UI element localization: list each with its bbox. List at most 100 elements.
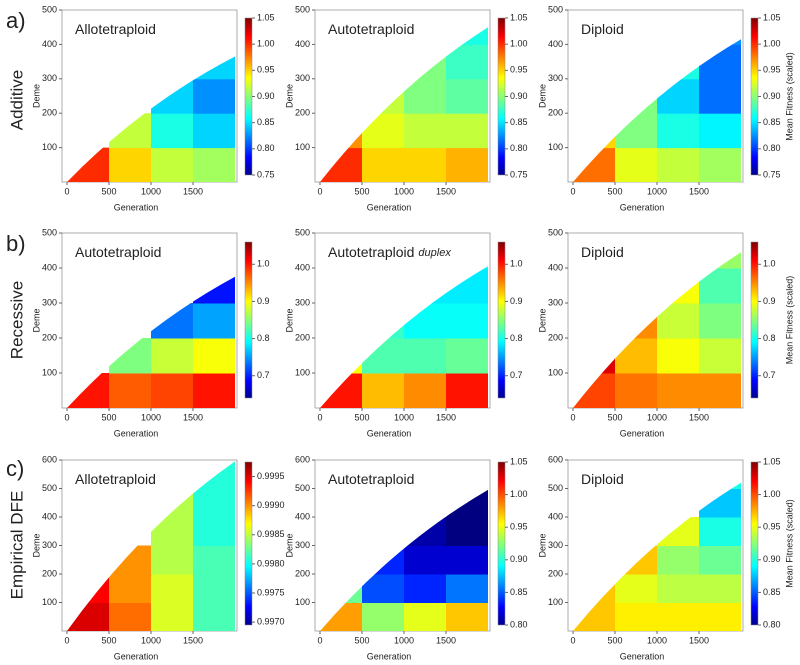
y-tick-label: 100: [42, 597, 57, 607]
y-tick-label: 100: [548, 142, 563, 152]
heat-cell: [657, 602, 700, 631]
colorbar-tick-label: 0.80: [257, 143, 275, 153]
heat-cell: [446, 27, 488, 45]
y-tick-label: 200: [548, 568, 563, 578]
row-label: Additive: [7, 70, 26, 130]
colorbar-tick-label: 0.85: [510, 117, 528, 127]
heat-cell: [193, 276, 235, 304]
x-tick-label: 1000: [647, 635, 667, 645]
heat-cell: [657, 113, 700, 149]
heat-cell: [109, 113, 152, 149]
y-tick-label: 300: [548, 297, 563, 307]
heat-cell: [404, 545, 447, 575]
y-axis-label: Deme: [284, 84, 294, 108]
x-tick-label: 0: [64, 186, 69, 196]
x-tick-label: 0: [570, 412, 575, 422]
heat-cell: [151, 113, 194, 149]
colorbar-label: Mean Fitness (scaled): [784, 499, 794, 588]
colorbar-tick-label: 1.05: [257, 12, 275, 22]
heat-cell: [109, 574, 152, 603]
x-tick-label: 500: [101, 186, 116, 196]
y-tick-label: 500: [295, 227, 310, 237]
y-tick-label: 200: [295, 332, 310, 342]
heat-cell: [362, 373, 405, 408]
x-axis-label: Generation: [114, 428, 159, 438]
heat-cell: [699, 252, 741, 269]
y-axis-label: Deme: [31, 84, 41, 108]
heat-cell: [320, 147, 363, 183]
panel-title: Allotetraploid: [75, 21, 156, 37]
heat-cell: [404, 574, 447, 603]
colorbar-tick-label: 0.9: [763, 296, 776, 306]
x-tick-label: 1500: [436, 186, 456, 196]
x-tick-label: 1000: [141, 412, 161, 422]
colorbar-tick-label: 0.75: [763, 169, 781, 179]
colorbar-tick-label: 0.90: [510, 554, 528, 564]
colorbar-tick-label: 0.9975: [257, 587, 285, 597]
heat-cell: [362, 147, 405, 183]
y-axis-label: Deme: [537, 533, 547, 557]
heat-cell: [362, 78, 405, 114]
x-tick-label: 1500: [689, 635, 709, 645]
panel-title-text: Autotetraploid: [328, 21, 414, 37]
heat-cell: [446, 489, 488, 518]
heat-cell: [446, 338, 488, 374]
heat-cell: [657, 303, 700, 339]
heat-cell: [446, 147, 488, 183]
colorbar-tick-label: 0.9: [257, 296, 270, 306]
x-axis-label: Generation: [114, 202, 159, 212]
heat-cell: [151, 147, 194, 182]
colorbar-label: Mean Fitness (scaled): [784, 276, 794, 365]
panel-title: Autotetraploid: [328, 21, 414, 37]
heat-cell: [193, 113, 235, 149]
heatmap-cells: [67, 56, 235, 182]
panel-title: Autotetraploid: [328, 471, 414, 487]
colorbar-tick-label: 1.00: [510, 39, 528, 49]
y-tick-label: 300: [548, 73, 563, 83]
colorbar-tick-label: 0.90: [763, 91, 781, 101]
heat-cell: [615, 147, 658, 182]
heat-cell: [320, 373, 363, 408]
x-tick-label: 1000: [647, 186, 667, 196]
panel-title-text: Diploid: [581, 471, 624, 487]
heat-cell: [320, 602, 363, 631]
y-tick-label: 400: [548, 511, 563, 521]
heat-cell: [615, 338, 658, 374]
heat-cell: [404, 517, 447, 546]
heat-cell: [699, 147, 741, 182]
heat-cell: [699, 574, 741, 603]
x-tick-label: 0: [64, 635, 69, 645]
y-tick-label: 200: [42, 108, 57, 118]
colorbar-tick-label: 0.9990: [257, 500, 285, 510]
colorbar-tick-label: 0.9970: [257, 616, 285, 626]
y-axis-label: Deme: [31, 308, 41, 332]
heat-cell: [404, 373, 447, 408]
x-tick-label: 500: [354, 635, 369, 645]
heat-cell: [67, 373, 110, 408]
colorbar-tick-label: 1.0: [763, 259, 776, 269]
heat-cell: [446, 303, 488, 339]
x-tick-label: 1000: [394, 635, 414, 645]
x-tick-label: 500: [101, 635, 116, 645]
heat-cell: [657, 545, 700, 575]
row-letter: b): [6, 231, 26, 256]
colorbar-tick-label: 0.8: [763, 333, 776, 343]
heat-cell: [109, 545, 152, 575]
x-axis-label: Generation: [620, 651, 665, 661]
colorbar-tick-label: 0.90: [763, 554, 781, 564]
x-tick-label: 1500: [689, 186, 709, 196]
y-tick-label: 200: [42, 568, 57, 578]
colorbar-tick-label: 0.90: [510, 91, 528, 101]
x-axis-label: Generation: [367, 202, 412, 212]
colorbar: [497, 241, 506, 399]
heat-cell: [404, 113, 447, 149]
y-tick-label: 300: [548, 540, 563, 550]
heat-cell: [699, 303, 741, 339]
panel-title-text: Autotetraploid: [328, 244, 414, 260]
heat-cell: [657, 574, 700, 603]
colorbar-tick-label: 0.7: [510, 370, 523, 380]
heat-cell: [573, 574, 616, 603]
heat-cell: [404, 44, 447, 80]
heat-cell: [446, 602, 488, 631]
y-axis-label: Deme: [537, 308, 547, 332]
